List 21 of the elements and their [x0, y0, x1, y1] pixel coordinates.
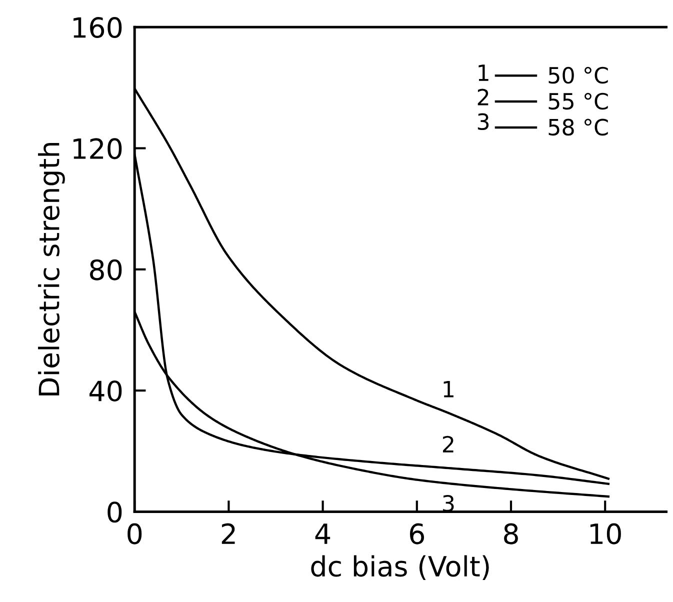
y-tick-label: 40 — [90, 380, 122, 402]
y-axis-title: Dielectric strength — [38, 143, 65, 396]
legend-label: 55 °C — [548, 92, 608, 110]
legend-label: 58 °C — [548, 118, 608, 136]
y-tick-label: 160 — [74, 17, 122, 38]
text: 3 — [478, 113, 489, 130]
x-tick-label: 10 — [590, 523, 621, 544]
text: 2 — [478, 88, 488, 106]
annotation: 1 — [444, 381, 454, 398]
x-tick-label: 6 — [410, 523, 424, 544]
y-tick-label: 80 — [90, 259, 122, 280]
legend-label: 50 °C — [548, 66, 608, 84]
x-tick-label: 0 — [128, 523, 142, 544]
x-axis-title: dc bias (Volt) — [311, 555, 489, 580]
x-tick-label: 8 — [504, 523, 518, 544]
y-tick-label: 120 — [74, 138, 122, 160]
text: 1 — [478, 64, 488, 81]
annotation: 2 — [442, 436, 454, 452]
x-tick-label: 2 — [222, 523, 235, 544]
y-tick-label: 0 — [108, 502, 122, 523]
x-tick-label: 4 — [315, 524, 330, 544]
